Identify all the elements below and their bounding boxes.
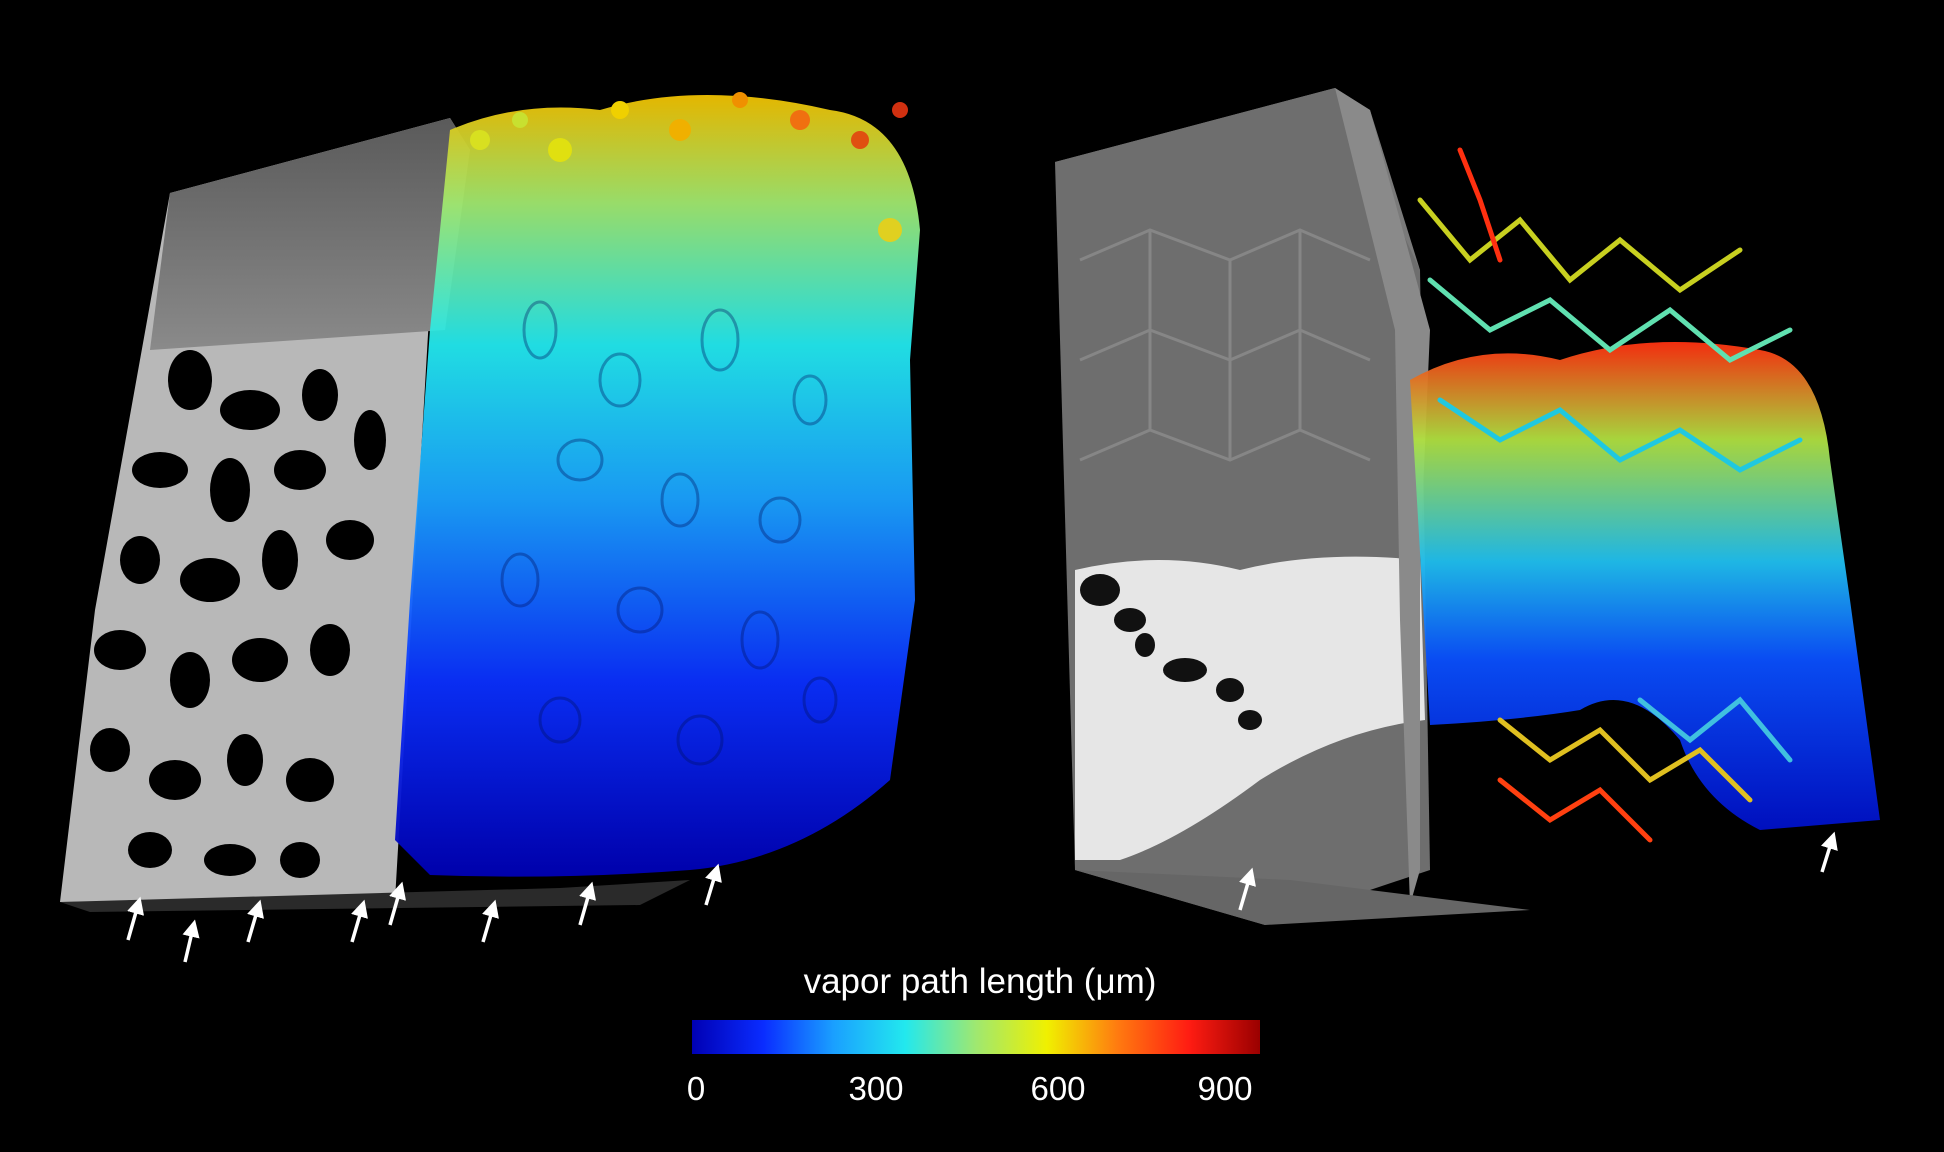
left-sample-bottom-face	[60, 880, 690, 912]
left-sample-top-fringe	[470, 92, 908, 242]
arrow-marker	[246, 899, 264, 943]
left-sample-vapor-texture	[500, 300, 838, 766]
arrow-marker	[481, 899, 499, 943]
left-sample-volume	[60, 92, 920, 912]
right-sample-pore-blobs	[1080, 574, 1262, 730]
arrow-marker	[126, 896, 145, 941]
arrow-marker	[578, 881, 597, 926]
right-sample-white-ice-region	[1075, 556, 1425, 860]
colorbar-tick-label: 900	[1197, 1070, 1253, 1107]
right-sample-branch-network	[1417, 147, 1803, 843]
right-sample-bottom-face	[1075, 870, 1530, 925]
colorbar-title: vapor path length (μm)	[803, 962, 1157, 1001]
arrow-marker	[1820, 831, 1838, 873]
colorbar-tick-label: 300	[848, 1070, 904, 1107]
right-sample-grain-network	[1079, 228, 1371, 462]
pore-inlet-arrows	[126, 831, 1838, 963]
left-sample-pore-blobs	[90, 350, 386, 878]
arrow-marker	[350, 899, 368, 943]
arrow-marker	[1238, 867, 1256, 911]
right-sample-vapor-volume	[1410, 342, 1880, 830]
colorbar-tick-label: 600	[1030, 1070, 1086, 1107]
left-sample-gray-face-top-dark	[150, 118, 470, 350]
arrow-marker	[388, 881, 407, 926]
right-sample-side-face	[1335, 88, 1430, 905]
arrow-marker	[182, 919, 200, 963]
colorbar-tick-label: 0	[686, 1070, 706, 1107]
right-sample-volume	[1055, 88, 1880, 925]
colorbar-gradient	[692, 1020, 1260, 1054]
arrow-marker	[704, 863, 722, 906]
left-sample-vapor-volume	[395, 95, 920, 877]
